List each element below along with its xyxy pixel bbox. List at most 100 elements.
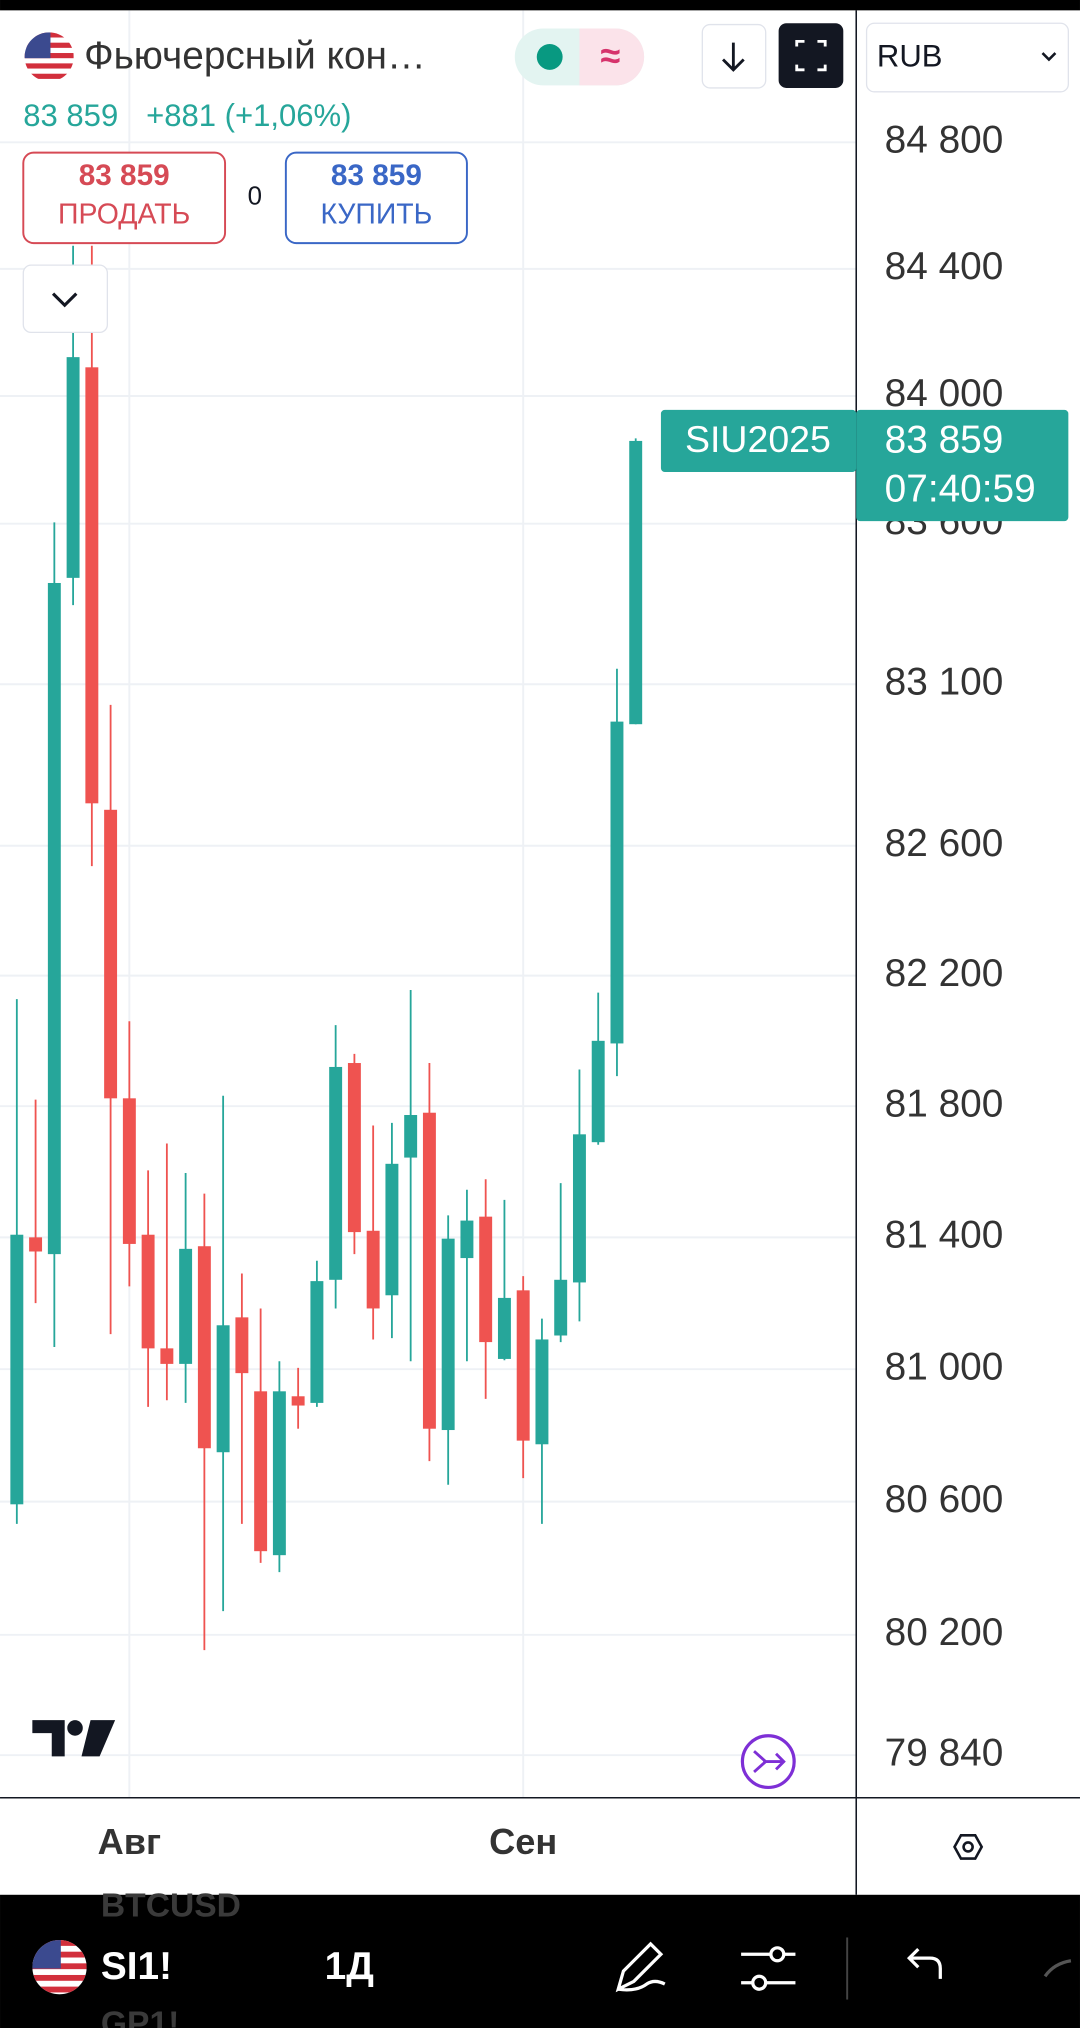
status-bar (0, 0, 1080, 11)
ghost-symbol: BTCUSD (101, 1888, 241, 1925)
candle-body (47, 582, 61, 1255)
candle-body (422, 1112, 436, 1429)
currency-label: RUB (877, 38, 943, 73)
y-tick-label: 81 000 (885, 1345, 1004, 1388)
x-tick-label: Авг (98, 1821, 161, 1862)
buy-button[interactable] (284, 151, 468, 245)
fullscreen-icon (795, 39, 827, 72)
settings-icon (962, 1841, 974, 1853)
y-tick-label: 79 840 (885, 1731, 1004, 1774)
settings-button[interactable] (953, 1833, 984, 1860)
sell-label: ПРОДАТЬ (58, 199, 190, 231)
y-tick-label: 84 400 (885, 245, 1004, 288)
y-tick-label: 81 400 (885, 1214, 1004, 1257)
market-open-dot (536, 43, 563, 70)
header: Фьючерсный кон… ≈ RUB 83 859 +881 (+1,06… (22, 22, 1069, 334)
candle-body (122, 1098, 136, 1244)
indicators-icon (769, 1946, 786, 1963)
candle-body (235, 1317, 249, 1374)
status-pill-right (579, 28, 645, 86)
plot-area (10, 245, 643, 1651)
candle-body (104, 809, 118, 1099)
candle-body (216, 1325, 230, 1453)
price-tag (856, 409, 1069, 522)
indicators-button[interactable] (741, 1952, 796, 1985)
ghost-symbol: GP1! (101, 2005, 179, 2028)
candle-body (385, 1163, 399, 1296)
y-tick-label: 80 600 (885, 1478, 1004, 1521)
candle-body (610, 721, 624, 1044)
scroll-icon (753, 1750, 786, 1773)
symbol-flag (32, 1940, 87, 1995)
price-tag-label: 83 859 (885, 418, 1004, 461)
price-tags: SIU2025 83 859 07:40:59 (660, 409, 1069, 522)
fullscreen-button[interactable] (778, 23, 844, 88)
candle-body (85, 367, 99, 804)
toolbar-background (0, 1894, 1080, 2028)
buy-price: 83 859 (331, 159, 422, 192)
indicators-icon (751, 1974, 768, 1991)
drawing-tool-button[interactable] (615, 1941, 666, 1993)
candle-body (272, 1391, 286, 1556)
spread: 0 (248, 183, 262, 211)
candle-body (479, 1216, 493, 1343)
candle-body (291, 1396, 305, 1406)
candle-body (629, 440, 643, 725)
candle-body (497, 1297, 511, 1359)
grid (0, 10, 857, 1798)
price-change: +881 (+1,06%) (146, 98, 351, 133)
delayed-icon: ≈ (601, 35, 621, 76)
candle-body (591, 1040, 605, 1143)
bottom-toolbar: BTCUSD GP1! SI1! 1Д (0, 1888, 1080, 2028)
candle-body (29, 1237, 43, 1252)
candle-body (404, 1115, 418, 1158)
currency-select[interactable] (865, 22, 1069, 93)
y-tick-label: 84 000 (885, 372, 1004, 415)
candle-body (310, 1281, 324, 1403)
candle-body (197, 1246, 211, 1449)
candle-body (572, 1134, 586, 1283)
instrument-title[interactable]: Фьючерсный кон… (84, 34, 426, 77)
candle-body (554, 1279, 568, 1336)
collapse-icon (51, 292, 78, 308)
symbol-tag-label: SIU2025 (685, 418, 831, 460)
candle-body (10, 1234, 24, 1505)
candle-body (141, 1234, 155, 1349)
y-tick-label: 82 600 (885, 822, 1004, 865)
candle-body (535, 1339, 549, 1445)
interval-button[interactable]: 1Д (325, 1945, 374, 1988)
y-tick-label: 84 800 (885, 119, 1004, 162)
y-tick-label: 83 100 (885, 660, 1004, 703)
buy-label: КУПИТЬ (320, 199, 432, 231)
candle-body (254, 1391, 268, 1552)
candle-body (366, 1230, 380, 1309)
y-tick-label: 82 200 (885, 952, 1004, 995)
sell-button[interactable] (22, 151, 227, 245)
countdown-label: 07:40:59 (885, 468, 1036, 511)
x-tick-label: Сен (489, 1821, 557, 1862)
candle-body (347, 1063, 361, 1233)
symbol-button[interactable]: SI1! (101, 1945, 172, 1988)
candle-body (460, 1220, 474, 1259)
collapse-button[interactable] (22, 264, 109, 334)
sell-price: 83 859 (79, 159, 170, 192)
undo-button[interactable] (906, 1947, 942, 1979)
redo-button[interactable] (1043, 1959, 1072, 1978)
candle-body (329, 1066, 343, 1280)
candle-body (516, 1290, 530, 1441)
last-price: 83 859 (23, 98, 118, 133)
y-tick-label: 80 200 (885, 1611, 1004, 1654)
candle-body (160, 1348, 174, 1364)
candle-body (441, 1238, 455, 1431)
dropdown-chevron (1041, 52, 1057, 62)
download-icon (722, 42, 745, 72)
symbol-tag (660, 409, 857, 472)
candle-body (179, 1248, 193, 1364)
flag-icon (24, 32, 74, 82)
time-axis: Авг Сен (98, 1821, 558, 1862)
tradingview-logo (32, 1720, 116, 1757)
